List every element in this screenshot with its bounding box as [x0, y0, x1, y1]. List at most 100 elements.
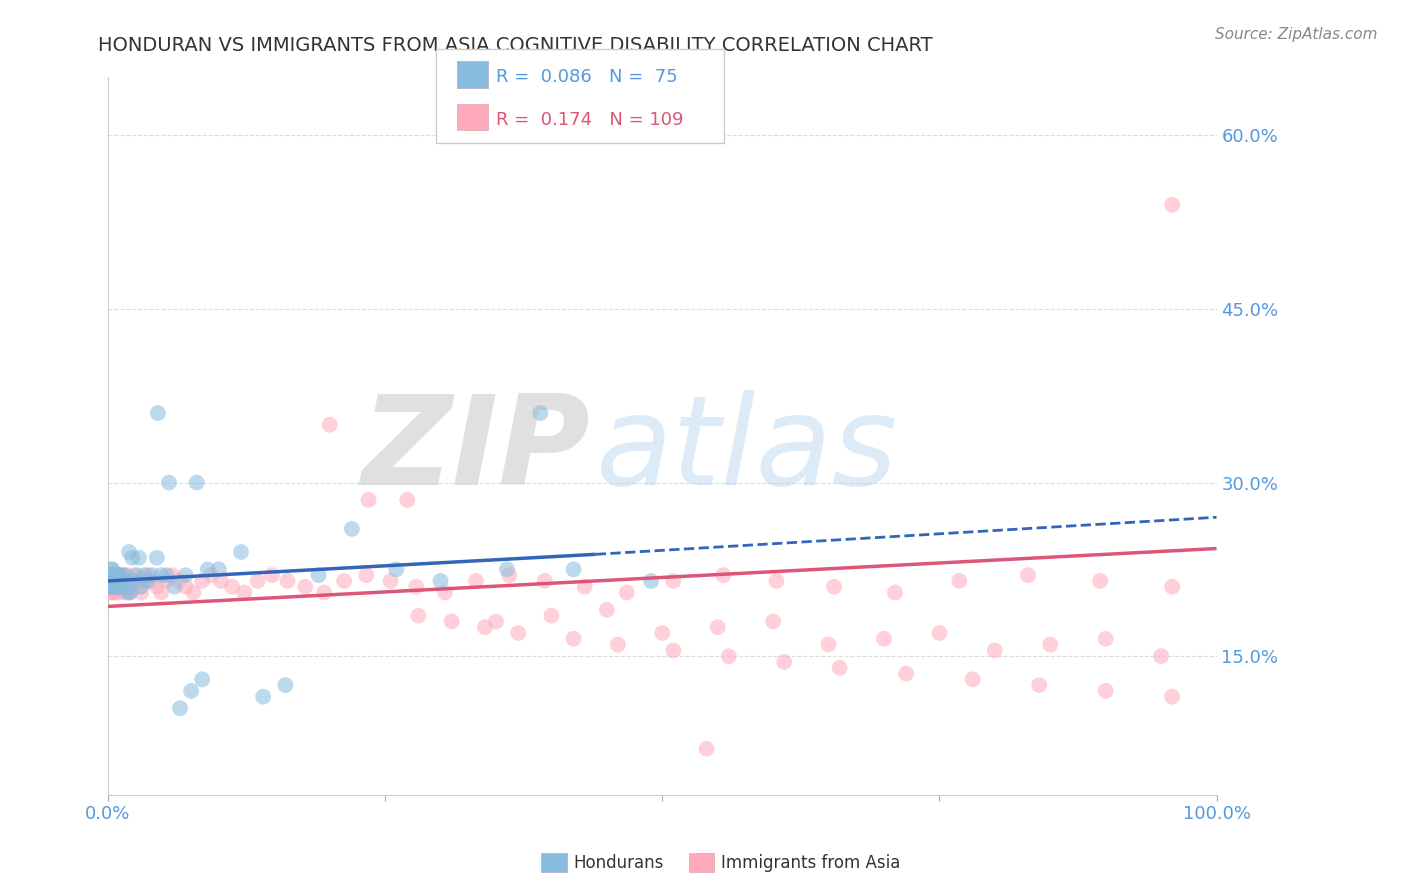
Point: [765, 574, 787, 588]
Point: [640, 574, 662, 588]
Point: [103, 585, 125, 599]
Text: atlas: atlas: [596, 390, 898, 511]
Point: [104, 568, 127, 582]
Point: [823, 580, 845, 594]
Point: [308, 568, 330, 582]
Point: [440, 615, 463, 629]
Point: [101, 580, 124, 594]
Point: [474, 620, 496, 634]
Text: R =  0.174   N = 109: R = 0.174 N = 109: [496, 111, 683, 128]
Point: [114, 585, 136, 599]
Point: [429, 574, 451, 588]
Point: [104, 580, 127, 594]
Point: [104, 585, 127, 599]
Point: [108, 574, 131, 588]
Point: [103, 580, 125, 594]
Point: [103, 568, 125, 582]
Text: ZIP: ZIP: [361, 390, 591, 511]
Point: [129, 585, 152, 599]
Point: [209, 574, 232, 588]
Point: [529, 406, 551, 420]
Point: [606, 638, 628, 652]
Point: [108, 580, 131, 594]
Point: [125, 574, 148, 588]
Point: [124, 568, 146, 582]
Point: [174, 580, 197, 594]
Point: [380, 574, 402, 588]
Point: [1161, 198, 1184, 212]
Point: [163, 580, 186, 594]
Point: [108, 585, 131, 599]
Point: [884, 585, 907, 599]
Text: Immigrants from Asia: Immigrants from Asia: [721, 855, 901, 872]
Point: [108, 568, 131, 582]
Point: [145, 580, 167, 594]
Point: [200, 568, 222, 582]
Point: [1017, 568, 1039, 582]
Point: [1094, 632, 1116, 646]
Point: [110, 568, 132, 582]
Point: [105, 568, 128, 582]
Point: [101, 574, 124, 588]
Point: [662, 643, 685, 657]
Point: [105, 574, 128, 588]
Point: [540, 608, 562, 623]
Point: [101, 562, 124, 576]
Point: [136, 568, 159, 582]
Point: [104, 568, 127, 582]
Point: [100, 568, 122, 582]
Point: [711, 568, 734, 582]
Point: [141, 568, 163, 582]
Point: [894, 666, 917, 681]
Point: [114, 568, 136, 582]
Point: [357, 492, 380, 507]
Point: [562, 632, 585, 646]
Point: [318, 417, 340, 432]
Point: [145, 550, 167, 565]
Point: [105, 574, 128, 588]
Point: [221, 580, 243, 594]
Point: [118, 580, 141, 594]
Point: [984, 643, 1007, 657]
Point: [108, 574, 131, 588]
Point: [100, 568, 122, 582]
Point: [651, 626, 673, 640]
Point: [314, 585, 336, 599]
Point: [107, 580, 129, 594]
Point: [141, 574, 163, 588]
Point: [186, 475, 208, 490]
Point: [111, 574, 134, 588]
Point: [433, 585, 456, 599]
Point: [696, 741, 718, 756]
Point: [928, 626, 950, 640]
Point: [508, 626, 530, 640]
Point: [107, 574, 129, 588]
Point: [121, 550, 143, 565]
Point: [1161, 690, 1184, 704]
Text: R =  0.086   N =  75: R = 0.086 N = 75: [496, 69, 678, 87]
Point: [533, 574, 555, 588]
Point: [100, 574, 122, 588]
Point: [157, 475, 180, 490]
Point: [167, 574, 190, 588]
Text: Hondurans: Hondurans: [574, 855, 664, 872]
Point: [616, 585, 638, 599]
Point: [162, 568, 184, 582]
Point: [948, 574, 970, 588]
Point: [114, 574, 136, 588]
Point: [129, 580, 152, 594]
Point: [208, 562, 231, 576]
Point: [174, 568, 197, 582]
Point: [111, 574, 134, 588]
Point: [128, 580, 150, 594]
Point: [134, 568, 156, 582]
Point: [98, 568, 121, 582]
Point: [104, 568, 127, 582]
Point: [117, 585, 139, 599]
Point: [773, 655, 796, 669]
Point: [340, 522, 363, 536]
Point: [1039, 638, 1062, 652]
Point: [498, 568, 520, 582]
Point: [101, 574, 124, 588]
Point: [98, 580, 121, 594]
